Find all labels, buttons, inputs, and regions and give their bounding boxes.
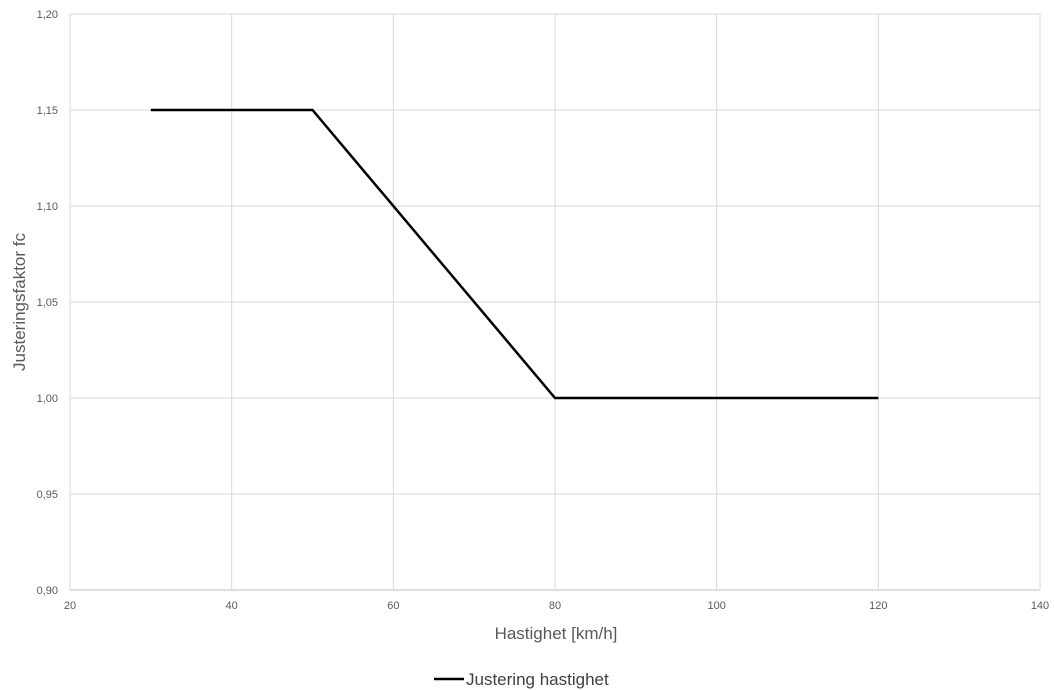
legend-label: Justering hastighet (466, 670, 609, 689)
tick-labels: 0,90 0,95 1,00 1,05 1,10 1,15 1,20 20 40 60 80 100 1… (37, 9, 1050, 612)
x-tick-label: 120 (869, 600, 887, 612)
x-tick-label: 100 (707, 600, 725, 612)
x-tick-label: 80 (549, 600, 561, 612)
y-tick-label: 1,20 (37, 9, 58, 21)
x-tick-label: 40 (226, 600, 238, 612)
y-axis-title: Justeringsfaktor fc (10, 233, 29, 371)
x-axis-title: Hastighet [km/h] (495, 624, 618, 643)
series-line (150, 108, 879, 400)
y-tick-label: 1,00 (37, 393, 58, 405)
y-tick-label: 1,05 (37, 297, 58, 309)
grid (69, 13, 1041, 591)
y-tick-label: 0,90 (37, 585, 58, 597)
legend: Justering hastighet (434, 670, 609, 689)
x-tick-label: 60 (387, 600, 399, 612)
series-lines (150, 108, 879, 400)
y-tick-label: 1,15 (37, 105, 58, 117)
y-tick-label: 1,10 (37, 201, 58, 213)
x-tick-label: 140 (1031, 600, 1049, 612)
y-tick-label: 0,95 (37, 489, 58, 501)
x-tick-label: 20 (64, 600, 76, 612)
